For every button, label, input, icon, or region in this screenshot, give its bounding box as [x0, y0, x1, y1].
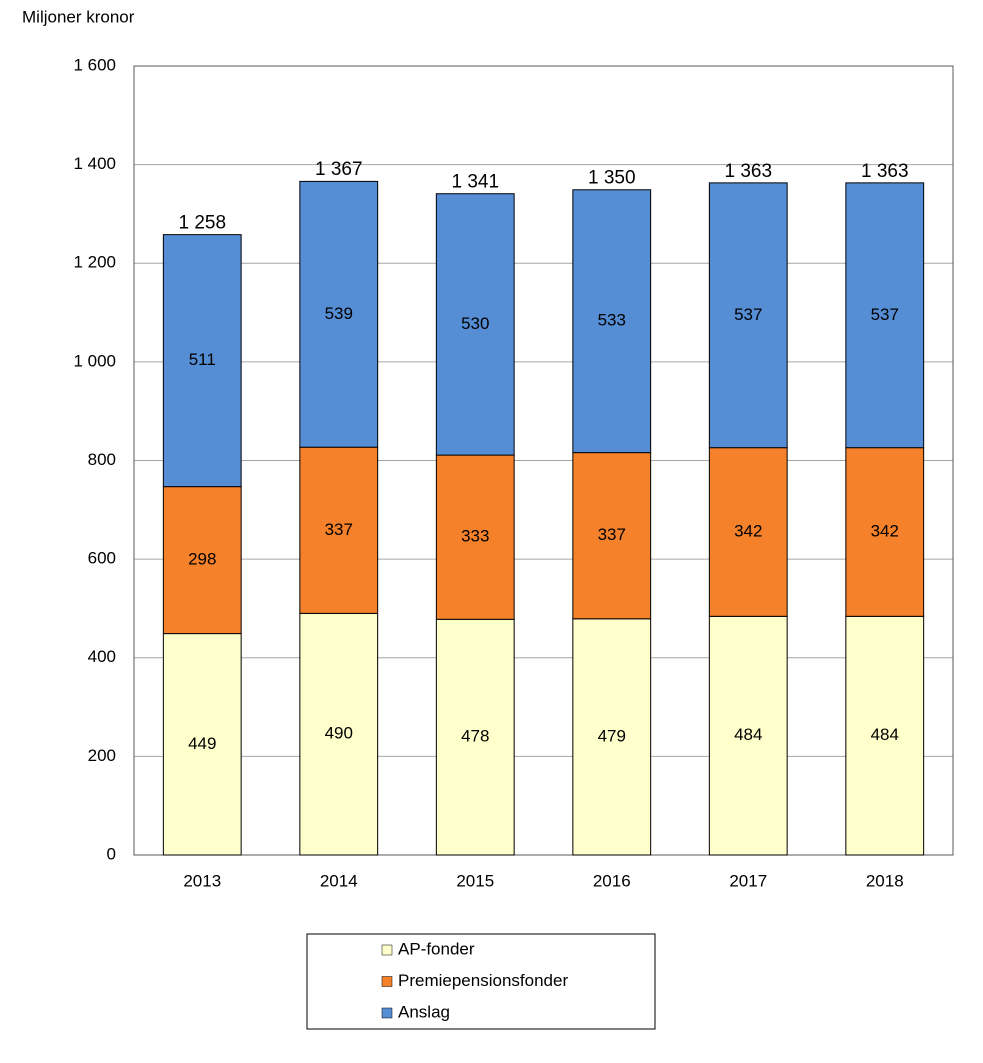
x-tick-label: 2015: [456, 871, 494, 890]
total-label: 1 367: [315, 159, 363, 180]
bar-segment: [435, 454, 515, 620]
plot-area: [133, 65, 954, 856]
legend-label: Premiepensionsfonder: [398, 971, 568, 990]
legend-label: Anslag: [398, 1002, 450, 1021]
total-label: 1 258: [178, 213, 226, 234]
legend-swatch: [381, 944, 393, 956]
bar-segment: [572, 452, 652, 620]
bar-segment: [708, 182, 788, 449]
y-tick-label: 200: [88, 746, 116, 765]
legend-box: [306, 933, 656, 1030]
bar-segment: [708, 447, 788, 617]
value-label: 484: [734, 725, 762, 744]
legend-swatch: [381, 976, 393, 987]
legend-label: AP-fonder: [398, 939, 475, 958]
bar-segment: [162, 234, 242, 488]
y-axis-label: Miljoner kronor: [22, 7, 135, 26]
bar-segment: [572, 618, 652, 856]
y-tick-label: 600: [88, 549, 116, 568]
value-label: 298: [188, 550, 216, 569]
x-tick-label: 2014: [320, 871, 358, 890]
y-tick-label: 1 400: [73, 154, 116, 173]
y-tick-label: 1 600: [73, 55, 116, 74]
bar-segment: [572, 189, 652, 454]
bar-segment: [162, 633, 242, 856]
total-label: 1 363: [861, 161, 909, 182]
value-label: 530: [461, 314, 489, 333]
x-tick-label: 2017: [729, 871, 767, 890]
bar-segment: [299, 446, 379, 614]
y-tick-label: 400: [88, 647, 116, 666]
value-label: 533: [598, 311, 626, 330]
legend-swatch: [381, 1007, 393, 1019]
total-label: 1 341: [451, 172, 499, 193]
bar-segment: [162, 486, 242, 635]
value-label: 537: [734, 305, 762, 324]
value-label: 478: [461, 727, 489, 746]
value-label: 333: [461, 527, 489, 546]
y-tick-label: 1 000: [73, 351, 116, 370]
bar-segment: [299, 180, 379, 448]
value-label: 539: [325, 304, 353, 323]
value-label: 337: [325, 520, 353, 539]
y-tick-label: 1 200: [73, 253, 116, 272]
total-label: 1 350: [588, 167, 636, 188]
value-label: 537: [871, 305, 899, 324]
value-label: 449: [188, 734, 216, 753]
value-label: 511: [189, 350, 216, 369]
value-label: 490: [325, 724, 353, 743]
bar-segment: [708, 615, 788, 856]
bar-segment: [845, 182, 925, 449]
y-tick-label: 800: [88, 450, 116, 469]
x-tick-label: 2018: [866, 871, 904, 890]
total-label: 1 363: [724, 161, 772, 182]
bar-segment: [435, 193, 515, 456]
x-tick-label: 2016: [593, 871, 631, 890]
value-label: 479: [598, 726, 626, 745]
bar-segment: [845, 615, 925, 856]
value-label: 484: [871, 725, 899, 744]
value-label: 337: [598, 525, 626, 544]
bar-segment: [435, 618, 515, 856]
bar-segment: [299, 612, 379, 856]
value-label: 342: [871, 521, 899, 540]
x-tick-label: 2013: [183, 871, 221, 890]
y-tick-label: 0: [107, 844, 116, 863]
value-label: 342: [734, 521, 762, 540]
